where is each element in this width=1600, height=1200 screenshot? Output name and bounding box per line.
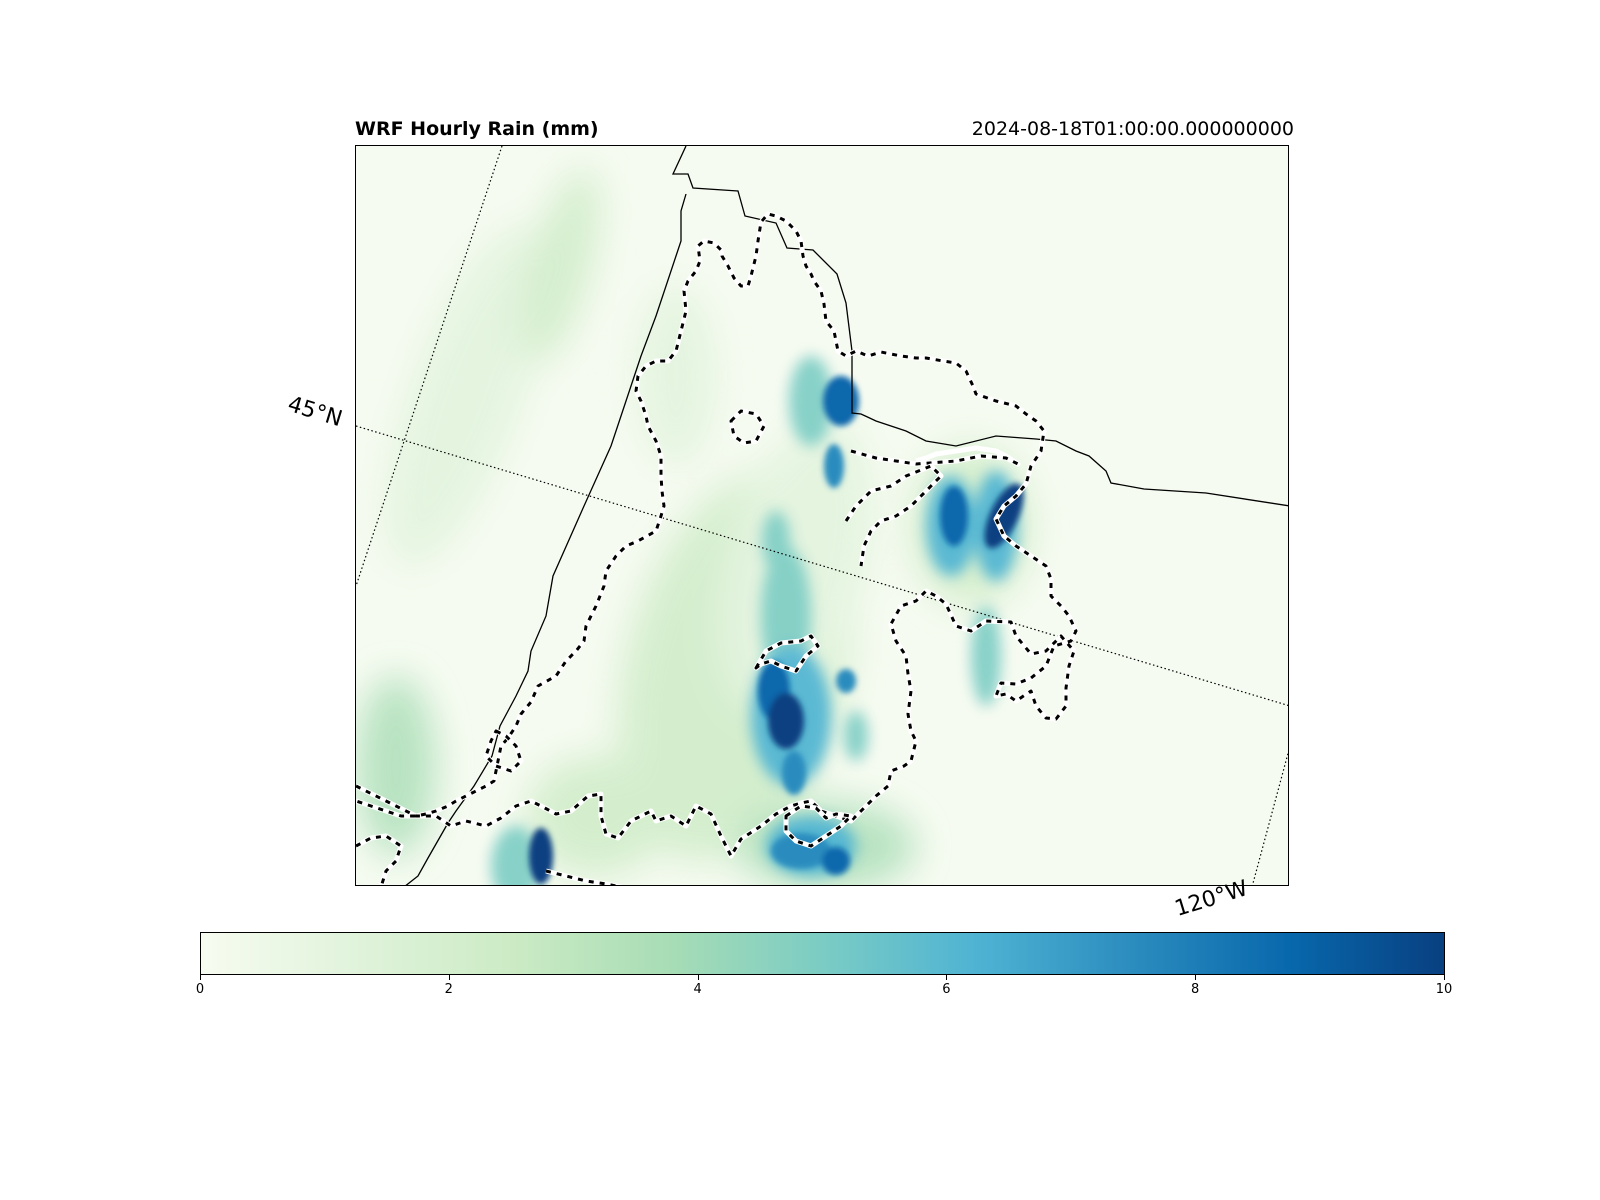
rain-map-canvas [356, 146, 1288, 885]
colorbar-tick-label: 0 [195, 982, 205, 997]
rain-map [355, 145, 1289, 886]
colorbar-tick-label: 2 [444, 982, 453, 997]
colorbar-tick [946, 975, 948, 980]
colorbar [200, 932, 1445, 975]
colorbar-tick [200, 975, 201, 980]
domain-contour [356, 211, 1079, 885]
light-rain-field [356, 169, 1031, 885]
lat-label-45n: 45°N [284, 392, 346, 433]
graticule [356, 146, 1288, 885]
state-borders [405, 146, 1288, 885]
colorbar-tick [1195, 975, 1197, 980]
colorbar-tick [697, 975, 699, 980]
valid-time: 2024-08-18T01:00:00.000000000 [971, 118, 1294, 140]
colorbar-tick [448, 975, 450, 980]
colorbar-tick-label: 10 [1435, 982, 1453, 997]
colorbar-tick-label: 6 [942, 982, 951, 997]
map-title: WRF Hourly Rain (mm) [355, 118, 599, 140]
colorbar-tick-label: 8 [1191, 982, 1200, 997]
colorbar-tick-label: 4 [693, 982, 702, 997]
colorbar-tick [1444, 975, 1445, 980]
